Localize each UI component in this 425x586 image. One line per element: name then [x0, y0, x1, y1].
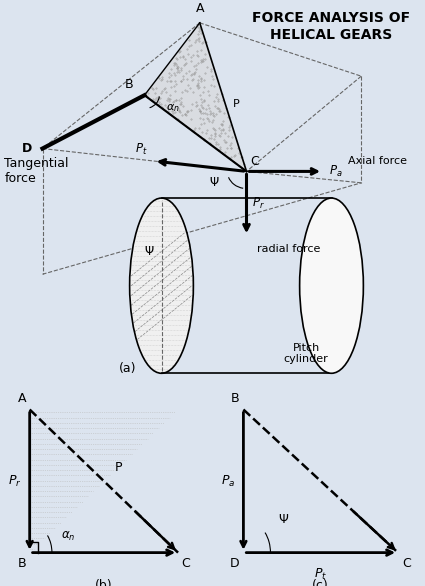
Text: radial force: radial force	[257, 244, 320, 254]
Text: Axial force: Axial force	[348, 156, 408, 166]
Polygon shape	[144, 23, 246, 172]
Text: (a): (a)	[119, 362, 136, 375]
Text: B: B	[125, 79, 134, 91]
Text: Tangential
force: Tangential force	[4, 158, 69, 185]
Text: B: B	[17, 557, 26, 570]
Text: $P_t$: $P_t$	[314, 567, 327, 582]
Text: $P_t$: $P_t$	[135, 142, 147, 157]
Ellipse shape	[300, 198, 363, 373]
Text: FORCE ANALYSIS OF
HELICAL GEARS: FORCE ANALYSIS OF HELICAL GEARS	[252, 12, 411, 42]
Text: $\Psi$: $\Psi$	[144, 245, 154, 258]
Text: C: C	[182, 557, 190, 570]
Text: P: P	[233, 99, 240, 109]
Text: $\alpha_n$: $\alpha_n$	[166, 103, 179, 114]
Text: $P_a$: $P_a$	[221, 473, 235, 489]
Text: A: A	[196, 2, 204, 15]
Text: B: B	[231, 392, 240, 405]
Text: C: C	[251, 155, 260, 168]
Text: C: C	[402, 557, 411, 570]
Text: (c): (c)	[312, 579, 329, 586]
Text: (b): (b)	[95, 579, 113, 586]
Ellipse shape	[130, 198, 193, 373]
Text: A: A	[17, 392, 26, 405]
Text: $\Psi$: $\Psi$	[210, 176, 220, 189]
Text: D: D	[230, 557, 240, 570]
Text: Pitch
cylinder: Pitch cylinder	[283, 343, 329, 364]
Text: $\alpha_n$: $\alpha_n$	[61, 530, 76, 543]
Text: $P_r$: $P_r$	[8, 473, 22, 489]
Text: D: D	[22, 142, 32, 155]
Text: $P_a$: $P_a$	[329, 164, 343, 179]
Text: $\Psi$: $\Psi$	[278, 513, 289, 526]
Text: $P_r$: $P_r$	[252, 196, 264, 212]
Text: P: P	[115, 461, 122, 474]
